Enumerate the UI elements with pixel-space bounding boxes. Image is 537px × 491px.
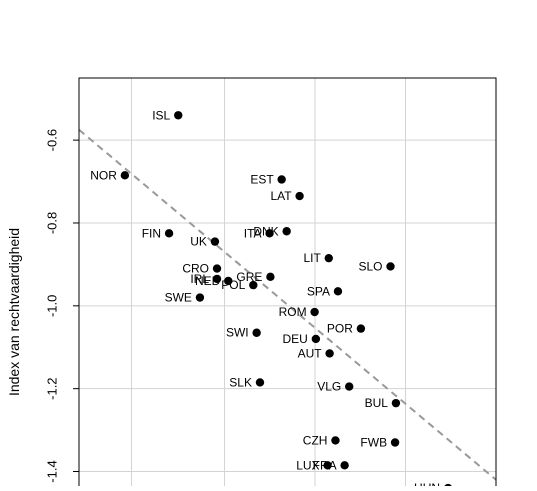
data-point-cro — [212, 264, 222, 273]
data-point-fwb — [390, 438, 400, 447]
y-axis-label: Index van rechtvaardigheid — [6, 228, 22, 396]
data-label-nor: NOR — [90, 168, 117, 182]
data-point-deu — [311, 334, 321, 344]
data-point-vlg — [345, 382, 354, 391]
data-label-swi: SWI — [226, 326, 249, 340]
data-label-pol: POL — [221, 278, 245, 292]
y-tick-label: -1.0 — [45, 295, 60, 317]
data-label-est: EST — [250, 172, 274, 186]
data-label-isl: ISL — [152, 108, 170, 122]
y-tick-label: -0.8 — [45, 212, 60, 234]
data-point-bul — [391, 398, 401, 408]
trend-line — [78, 129, 497, 481]
y-tick-label: -1.4 — [45, 460, 60, 482]
data-point-uk — [210, 237, 220, 246]
y-tick-label: -0.6 — [45, 129, 60, 151]
data-label-cro: CRO — [182, 262, 209, 276]
data-point-spa — [333, 287, 343, 296]
data-point-est — [277, 175, 286, 184]
data-label-fin: FIN — [142, 226, 161, 240]
data-point-fin — [164, 229, 174, 238]
data-label-ita: ITA — [244, 226, 262, 240]
data-label-bul: BUL — [365, 396, 389, 410]
data-label-slk: SLK — [229, 375, 252, 389]
data-label-czh: CZH — [303, 433, 328, 447]
data-label-slo: SLO — [358, 259, 382, 273]
data-point-ned — [224, 276, 233, 286]
data-point-dnk — [282, 227, 291, 236]
data-point-isl — [174, 111, 183, 120]
data-label-aut: AUT — [298, 346, 323, 360]
data-point-pol — [249, 280, 258, 290]
data-point-czh — [331, 436, 340, 445]
grid — [79, 78, 496, 486]
data-point-rom — [310, 307, 319, 317]
data-point-irl — [212, 274, 222, 284]
data-label-lat: LAT — [270, 189, 292, 203]
data-label-uk: UK — [190, 235, 207, 249]
data-point-por — [356, 324, 366, 333]
data-point-lit — [324, 253, 333, 263]
data-point-slo — [386, 262, 395, 271]
y-tick-label: -1.2 — [45, 377, 60, 399]
data-point-lat — [295, 191, 304, 201]
data-label-por: POR — [327, 322, 353, 336]
data-label-lit: LIT — [303, 251, 321, 265]
data-label-swe: SWE — [165, 291, 192, 305]
data-point-aut — [325, 349, 334, 358]
data-label-deu: DEU — [283, 332, 308, 346]
data-label-fra: FRA — [313, 458, 337, 472]
data-point-slk — [255, 378, 265, 387]
data-label-vlg: VLG — [317, 380, 341, 394]
data-label-dnk: DNK — [253, 224, 278, 238]
data-label-spa: SPA — [307, 284, 330, 298]
data-label-ned: NED — [195, 274, 221, 288]
data-point-nor — [120, 171, 130, 180]
plot-frame — [78, 77, 497, 491]
data-label-fwb: FWB — [360, 436, 387, 450]
data-points — [120, 111, 453, 491]
data-point-lux — [323, 461, 332, 470]
data-label-gre: GRE — [236, 270, 262, 284]
data-label-hun: HUN — [414, 481, 440, 486]
data-point-gre — [266, 272, 275, 282]
data-point-swi — [252, 328, 261, 337]
data-label-irl: IRL — [190, 272, 209, 286]
y-axis: -0.6 -0.8 -1.0 -1.2 -1.4 — [45, 129, 79, 483]
data-label-lux: LUX — [296, 458, 319, 472]
data-point-fra — [340, 461, 349, 470]
data-point-ita — [265, 229, 274, 238]
data-label-rom: ROM — [279, 305, 307, 319]
data-point-swe — [195, 293, 205, 302]
